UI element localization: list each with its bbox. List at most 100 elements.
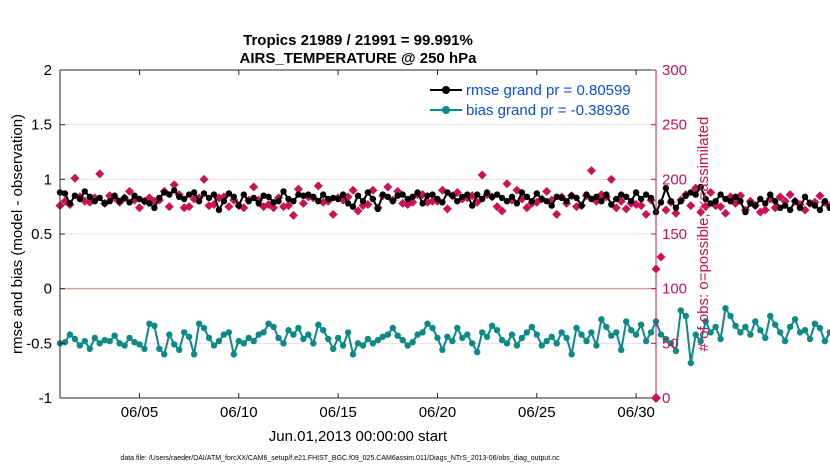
bias-point (131, 339, 138, 346)
legend-box (425, 76, 651, 120)
bias-point (181, 329, 188, 336)
rmse-point (791, 198, 799, 205)
rmse-point (479, 195, 486, 203)
bias-point (111, 332, 118, 339)
y-tick-label-left: 1.5 (31, 117, 52, 134)
bias-point (593, 342, 600, 349)
rmse-point (583, 191, 590, 198)
rmse-point (806, 200, 814, 207)
rmse-point (344, 200, 352, 207)
rmse-point (310, 193, 317, 200)
rmse-point (682, 192, 689, 199)
rmse-point (508, 193, 516, 200)
rmse-point (106, 198, 113, 205)
bias-point (66, 331, 74, 338)
obs-count-point (313, 181, 323, 191)
bias-point (772, 321, 779, 328)
y-tick-label-left: 0 (44, 281, 52, 298)
bias-point (677, 307, 684, 314)
bias-point (126, 334, 133, 342)
obs-count-point (125, 186, 135, 196)
rmse-point (518, 189, 526, 196)
rmse-point (61, 190, 69, 197)
rmse-point (697, 183, 704, 191)
rmse-point (190, 189, 198, 196)
rmse-point (185, 191, 193, 198)
bias-point (722, 305, 729, 312)
bias-point (806, 335, 814, 343)
bias-point (543, 337, 550, 345)
rmse-point (330, 194, 337, 202)
bias-point (384, 331, 391, 338)
bias-point (757, 327, 764, 334)
obs-count-point (606, 174, 616, 184)
bias-point (667, 340, 675, 347)
rmse-point (220, 198, 228, 205)
tick-layer: -1 -0.5 0 0.5 1 1.5 2 0 50 100 150 200 250 300 06/05 06… (26, 62, 687, 421)
obs-count-point (661, 205, 671, 215)
rmse-point (151, 204, 158, 211)
x-axis-label: Jun.01,2013 00:00:00 start (269, 428, 448, 445)
bias-point (424, 320, 431, 327)
obs-count-point (184, 202, 194, 212)
rmse-point (801, 193, 809, 200)
bias-point (171, 341, 178, 348)
rmse-point (305, 191, 312, 198)
bias-point (250, 337, 257, 345)
rmse-point (816, 206, 824, 214)
bias-point (642, 337, 650, 345)
bias-point (796, 329, 804, 336)
rmse-point (608, 201, 615, 208)
rmse-point (469, 202, 476, 209)
obs-count-point (199, 174, 209, 184)
rmse-point (339, 191, 347, 198)
rmse-point (394, 192, 401, 199)
data-file-footnote: data file: /Users/raeder/DAI/ATM_forcXX/… (120, 455, 560, 462)
bias-point (727, 312, 734, 320)
rmse-point (359, 198, 367, 205)
bias-point (488, 322, 496, 329)
rmse-point (409, 193, 416, 200)
bias-point (479, 329, 486, 336)
bias-point (682, 312, 689, 320)
rmse-point (300, 192, 307, 199)
rmse-point (96, 194, 103, 202)
rmse-point (121, 194, 128, 202)
bias-point (240, 340, 247, 347)
bias-point (454, 324, 461, 332)
obs-count-point (671, 208, 681, 218)
rmse-point (86, 193, 94, 200)
y-tick-label-right: 300 (662, 62, 687, 79)
obs-count-point (542, 186, 552, 196)
chart-title-line2: AIRS_TEMPERATURE @ 250 hPa (240, 50, 478, 67)
bias-point (344, 329, 352, 336)
obs-count-point (293, 184, 303, 194)
legend-rmse-marker (442, 86, 450, 94)
obs-count-point (164, 202, 174, 212)
bias-point (354, 340, 362, 347)
bias-point (81, 337, 89, 345)
bias-point (394, 332, 401, 339)
bias-point (712, 323, 719, 331)
rmse-point (593, 193, 600, 200)
bias-point (106, 337, 113, 345)
rmse-point (737, 198, 744, 205)
rmse-point (657, 199, 665, 206)
rmse-point (439, 199, 446, 206)
bias-point (518, 334, 526, 342)
y-tick-label-right: 50 (662, 335, 679, 352)
legend-bias-label: bias grand pr = -0.38936 (466, 102, 630, 119)
y-axis-label: rmse and bias (model - observation) (9, 114, 26, 354)
rmse-point (628, 198, 635, 205)
bias-point (339, 342, 347, 349)
x-tick-label: 06/20 (419, 404, 457, 421)
bias-point (662, 335, 670, 343)
bias-point (563, 334, 570, 342)
bias-point (225, 329, 233, 336)
rmse-point (811, 202, 819, 209)
bias-point (732, 322, 739, 329)
legend: rmse grand pr = 0.80599 bias grand pr = … (425, 76, 651, 120)
bias-point (101, 336, 108, 344)
bias-point (737, 329, 744, 336)
rmse-point (757, 195, 764, 203)
